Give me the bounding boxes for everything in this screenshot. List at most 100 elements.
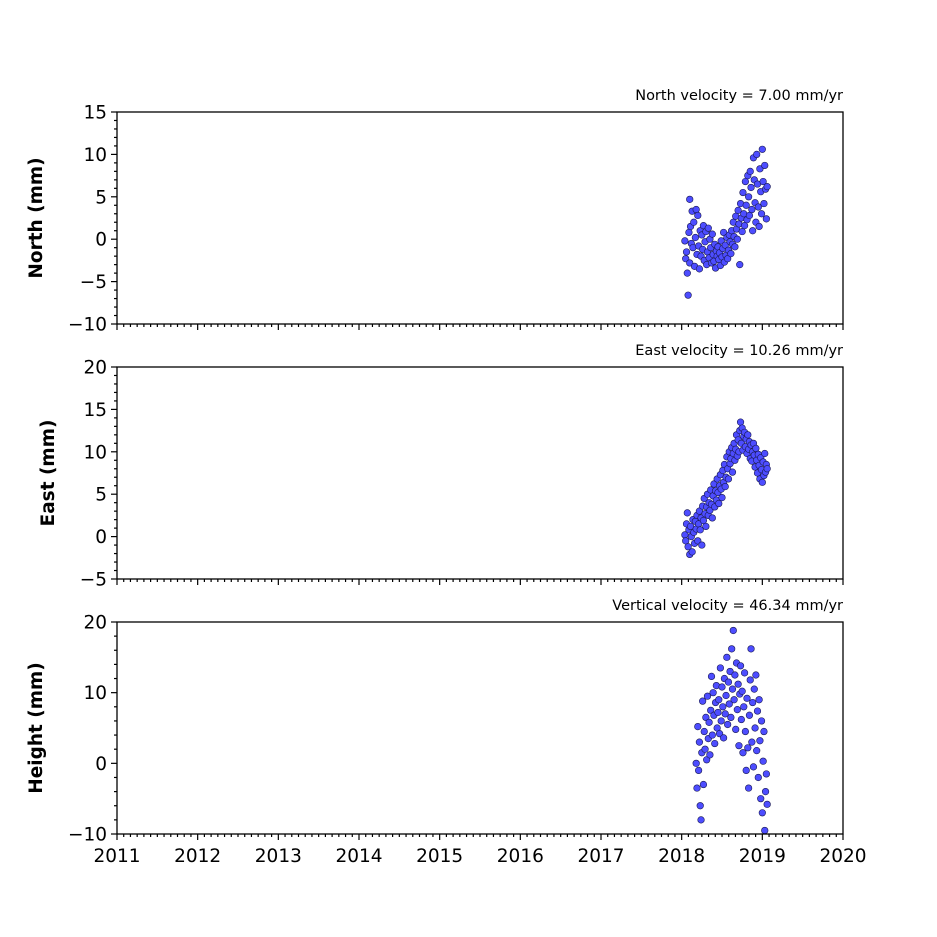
north-data-point (741, 177, 749, 186)
east-y-tick-label: 0 (95, 527, 107, 548)
height-data-point (723, 653, 731, 661)
north-data-point (734, 206, 742, 214)
height-data-point (733, 706, 741, 714)
height-data-point (751, 724, 759, 732)
height-data-point (693, 784, 701, 792)
height-data-point (728, 645, 736, 653)
height-data-point (757, 717, 766, 725)
north-data-point (753, 150, 761, 158)
north-y-tick-label: 0 (95, 230, 107, 251)
height-data-point (721, 710, 729, 718)
north-data-point (763, 183, 771, 191)
north-y-tick-label: 10 (83, 145, 107, 166)
north-data-point (681, 237, 689, 245)
height-data-point (740, 703, 748, 711)
east-y-tick-label: 20 (83, 358, 107, 379)
east-data-point (708, 514, 716, 522)
north-data-point (762, 215, 770, 223)
east-data-point (696, 526, 704, 534)
east-data-point (702, 522, 710, 531)
height-data-point (752, 671, 760, 679)
height-x-tick-label: 2011 (93, 846, 140, 867)
height-x-tick-label: 2015 (416, 846, 463, 867)
north-data-point (708, 230, 716, 238)
north-y-tick-label: −10 (68, 315, 107, 336)
height-data-point (718, 683, 726, 691)
east-data-point (682, 537, 690, 545)
height-data-point (738, 687, 746, 695)
height-data-point (753, 707, 762, 715)
height-data-point (728, 685, 737, 693)
east-data-point (758, 478, 766, 486)
panel-height: Vertical velocity = 46.34 mm/yr Height (… (26, 598, 867, 867)
east-data-point (718, 493, 726, 502)
north-data-point (684, 291, 692, 299)
height-data-point (716, 664, 724, 672)
north-y-tick-label: −5 (80, 272, 107, 293)
height-data-points (692, 626, 771, 835)
north-data-point (733, 235, 741, 243)
height-x-tick-label: 2016 (497, 846, 544, 867)
height-data-point (731, 671, 739, 679)
height-data-point (745, 711, 754, 719)
height-data-point (706, 751, 714, 759)
east-data-point (761, 449, 769, 458)
height-data-point (749, 698, 757, 707)
height-data-point (695, 738, 704, 746)
height-data-point (761, 826, 769, 835)
height-data-point (755, 696, 763, 704)
east-data-point (752, 444, 760, 453)
height-data-point (703, 756, 711, 764)
north-data-point (749, 227, 757, 235)
height-data-point (717, 717, 725, 725)
height-data-point (756, 737, 764, 745)
north-data-point (727, 250, 735, 258)
height-data-point (749, 763, 758, 771)
east-velocity-label: East velocity = 10.26 mm/yr (635, 343, 843, 359)
height-data-point (727, 713, 735, 722)
north-data-point (758, 145, 766, 153)
east-data-point (721, 482, 729, 491)
height-data-point (748, 738, 756, 746)
height-x-tick-label: 2013 (255, 846, 302, 867)
height-data-point (732, 725, 740, 734)
panel-north: North velocity = 7.00 mm/yr North (mm) 1… (26, 88, 844, 336)
north-data-point (686, 259, 694, 267)
height-y-axis-label: Height (mm) (26, 662, 47, 794)
east-x-ticks (116, 579, 844, 585)
height-data-point (730, 696, 738, 704)
height-data-point (745, 784, 753, 792)
height-x-tick-label: 2018 (658, 846, 705, 867)
height-x-ticks (116, 834, 844, 840)
height-data-point (695, 766, 703, 775)
north-data-point (691, 233, 699, 242)
height-x-tick-label: 2017 (577, 846, 624, 867)
height-data-point (750, 685, 758, 693)
height-data-point (735, 742, 743, 750)
height-data-point (708, 731, 716, 739)
height-data-point (711, 739, 719, 748)
north-y-tick-label: 5 (95, 187, 107, 208)
north-data-point (738, 227, 746, 236)
north-data-point (747, 183, 755, 192)
east-y-tick-label: 10 (83, 442, 107, 463)
east-data-points (681, 418, 771, 559)
north-y-tick-label: 15 (83, 103, 107, 124)
north-data-point (740, 222, 749, 230)
height-data-point (715, 696, 723, 704)
height-data-point (747, 645, 755, 653)
north-data-point (745, 211, 754, 220)
height-data-point (692, 759, 700, 767)
east-y-axis-label: East (mm) (38, 420, 59, 527)
height-data-point (702, 713, 710, 722)
height-data-point (740, 669, 749, 677)
east-data-point (736, 418, 745, 426)
height-data-point (703, 692, 712, 700)
height-data-point (753, 747, 761, 755)
height-data-point (742, 766, 750, 775)
north-y-ticks (111, 111, 117, 325)
height-data-point (697, 816, 705, 824)
north-data-point (683, 269, 691, 277)
height-data-point (694, 722, 702, 731)
